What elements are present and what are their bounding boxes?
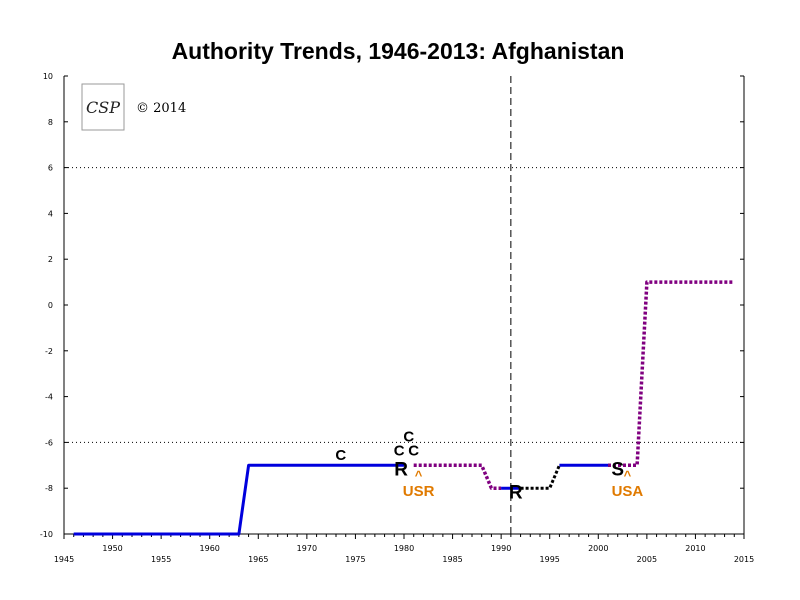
intervention-caret: ^ bbox=[415, 468, 423, 483]
x-tick-label: 1990 bbox=[491, 544, 511, 553]
event-marker-s: S bbox=[611, 460, 624, 481]
x-tick-label: 1955 bbox=[151, 555, 171, 564]
event-marker-c: C bbox=[394, 442, 405, 459]
y-tick-label: 2 bbox=[48, 255, 53, 264]
transition-segment-3 bbox=[520, 464, 561, 490]
x-tick-label: 1975 bbox=[345, 555, 365, 564]
event-marker-r: R bbox=[509, 482, 523, 503]
event-marker-c: C bbox=[408, 442, 419, 459]
copyright-notice: © 2014 bbox=[136, 101, 186, 116]
x-tick-label: 1980 bbox=[394, 544, 414, 553]
x-tick-label: 1985 bbox=[442, 555, 462, 564]
intervention-label-usr: USR bbox=[403, 483, 435, 500]
interregnum-segment-1 bbox=[413, 463, 502, 490]
x-tick-label: 2015 bbox=[734, 555, 754, 564]
y-tick-label: 0 bbox=[48, 301, 53, 310]
event-marker-c: C bbox=[335, 447, 346, 464]
threshold-grid bbox=[64, 76, 744, 534]
event-marker-c: C bbox=[403, 429, 414, 446]
logo-frame bbox=[81, 83, 125, 131]
y-tick-label: 8 bbox=[48, 118, 53, 127]
intervention-caret: ^ bbox=[624, 468, 632, 483]
x-tick-label: 1950 bbox=[102, 544, 122, 553]
y-tick-label: 4 bbox=[48, 209, 53, 218]
x-tick-label: 1965 bbox=[248, 555, 268, 564]
regime-segment-0 bbox=[73, 463, 404, 536]
series bbox=[73, 280, 735, 536]
x-tick-label: 1945 bbox=[54, 555, 74, 564]
x-tick-label: 1960 bbox=[200, 544, 220, 553]
logo: CSP bbox=[81, 83, 125, 131]
y-tick-label: 10 bbox=[43, 72, 53, 81]
intervention-label-usa: USA bbox=[612, 483, 644, 500]
x-tick-label: 1995 bbox=[540, 555, 560, 564]
logo-text: CSP bbox=[86, 98, 120, 117]
y-tick-label: -6 bbox=[45, 438, 53, 447]
y-tick-label: -10 bbox=[40, 530, 53, 539]
y-tick-label: -2 bbox=[45, 347, 53, 356]
x-tick-label: 2005 bbox=[637, 555, 657, 564]
chart-title: Authority Trends, 1946-2013: Afghanistan bbox=[172, 38, 625, 64]
y-tick-label: -8 bbox=[45, 484, 53, 493]
event-marker-r: R bbox=[394, 460, 408, 481]
axes: -10 -8 -6 -4 -2 0 2 4 6 8 10 1945 1950 1955 1960 1965 19… bbox=[40, 72, 754, 564]
y-tick-label: 6 bbox=[48, 164, 53, 173]
x-tick-label: 2010 bbox=[685, 544, 705, 553]
x-tick-label: 1970 bbox=[297, 544, 317, 553]
interregnum-segment-5 bbox=[608, 280, 735, 468]
x-tick-label: 2000 bbox=[588, 544, 608, 553]
y-tick-label: -4 bbox=[45, 393, 53, 402]
